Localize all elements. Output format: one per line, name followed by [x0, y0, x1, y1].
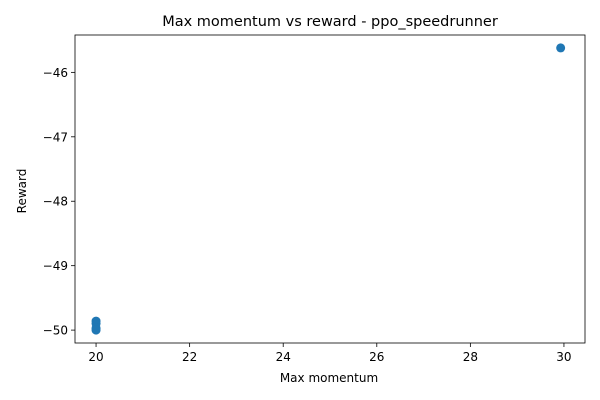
y-tick-label: −46 — [43, 66, 68, 80]
data-point — [91, 325, 101, 335]
axes-frame — [74, 34, 586, 344]
x-tick-label: 20 — [88, 350, 103, 364]
y-tick-label: −47 — [43, 130, 68, 144]
y-tick-label: −48 — [43, 195, 68, 209]
x-tick-label: 30 — [556, 350, 571, 364]
x-tick-label: 26 — [369, 350, 384, 364]
y-tick-label: −49 — [43, 259, 68, 273]
x-tick-label: 22 — [182, 350, 197, 364]
plot-area — [74, 34, 586, 344]
x-axis: 20 22 24 26 28 30 — [88, 343, 572, 364]
data-point — [556, 43, 566, 53]
x-axis-label: Max momentum — [280, 371, 378, 385]
y-tick-label: −50 — [43, 324, 68, 338]
x-tick-label: 24 — [276, 350, 291, 364]
chart-title: Max momentum vs reward - ppo_speedrunner — [162, 14, 498, 30]
y-axis: −50 −49 −48 −47 −46 — [43, 66, 75, 338]
data-points — [91, 43, 566, 335]
y-axis-label: Reward — [15, 169, 29, 214]
x-tick-label: 28 — [463, 350, 478, 364]
